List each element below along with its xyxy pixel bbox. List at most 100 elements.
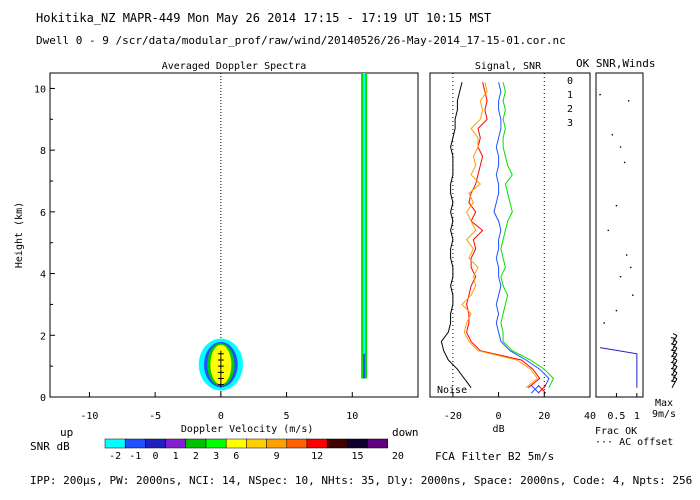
colorbar-swatch-2 (145, 438, 166, 449)
colorbar-label-4: 2 (193, 451, 199, 462)
frac-dot-4 (623, 161, 626, 164)
colorbar-label-1: -1 (129, 451, 141, 462)
colorbar-label-9: 15 (351, 451, 363, 462)
wind-barb-3 (670, 357, 678, 370)
colorbar-label-8: 12 (311, 451, 323, 462)
frac-dot-0 (599, 93, 601, 96)
snr-xlabel: dB (493, 424, 505, 435)
snr-series-0 (466, 82, 541, 389)
snr-series-Noise (440, 82, 472, 388)
peak-mark-1 (217, 375, 224, 382)
spectra-xtick-label-0: 0 (218, 411, 224, 422)
spectra-ytick-label-10: 10 (34, 84, 46, 95)
wind-barb-5 (670, 345, 678, 358)
spectra-ytick-label-6: 6 (40, 208, 46, 219)
colorbar-swatch-11 (326, 438, 348, 449)
spectra-title: Averaged Doppler Spectra (162, 61, 307, 72)
spectra-ylabel: Height (km) (14, 202, 25, 268)
wind-barb-2 (670, 363, 678, 376)
peak-mark-0 (217, 381, 224, 388)
snr-panel-title: Signal, SNR (475, 61, 542, 72)
colorbar-label-10: 20 (392, 451, 404, 462)
frac-dot-12 (603, 322, 605, 324)
frac-dot-1 (627, 99, 630, 102)
spectra-ytick-label-4: 4 (40, 270, 46, 281)
spectra-xtick-label--5: -5 (149, 411, 161, 422)
colorbar-swatch-8 (266, 438, 288, 449)
colorbar-swatch-10 (306, 438, 328, 449)
spectra-strip-core (363, 73, 366, 379)
snr-legend-1: 1 (567, 90, 573, 101)
snr-xtick-label-0: 0 (496, 411, 502, 422)
label-up: up (60, 426, 74, 439)
colorbar-label-5: 3 (213, 451, 219, 462)
colorbar-label-0: -2 (109, 451, 121, 462)
colorbar-swatch-7 (246, 438, 267, 449)
snr-legend-0: 0 (567, 76, 573, 87)
spectra-xlabel: Doppler Velocity (m/s) (181, 424, 313, 435)
colorbar-swatch-1 (124, 438, 146, 449)
label-down: down (392, 426, 419, 439)
snr-xtick-label--20: -20 (444, 411, 462, 422)
filter-label: FCA Filter B2 5m/s (435, 450, 555, 463)
snr-legend-3: 3 (567, 118, 573, 129)
page-title: Hokitika_NZ MAPR-449 Mon May 26 2014 17:… (36, 11, 492, 25)
winds-panel-title: OK SNR,Winds (576, 57, 656, 70)
colorbar-swatch-6 (225, 438, 247, 449)
max-speed-label: 9m/s (652, 409, 677, 420)
colorbar-label-6: 6 (233, 451, 239, 462)
wind-barb-0 (670, 376, 678, 388)
snr-x-marker-1 (530, 384, 540, 394)
colorbar-swatch-3 (165, 438, 187, 449)
spectra-xtick-label-5: 5 (284, 411, 290, 422)
wind-barb-6 (670, 339, 678, 351)
snr-series-3 (493, 82, 550, 388)
snr-frame (429, 72, 591, 398)
colorbar-label-2: 0 (152, 451, 158, 462)
frac-dot-7 (625, 254, 628, 256)
noise-label: Noise (437, 385, 468, 396)
snr-legend-2: 2 (567, 104, 573, 115)
spectra-frame (49, 72, 419, 398)
max-label: Max (655, 398, 674, 409)
wind-barb-7 (670, 333, 678, 345)
winds-frame (595, 72, 644, 398)
snr-series-2 (500, 82, 555, 388)
frac-dot-8 (629, 266, 632, 269)
frac-dot-6 (607, 229, 610, 232)
frac-dot-9 (619, 275, 622, 278)
snr-x-marker-0 (537, 384, 547, 394)
frac-ok-line (600, 347, 638, 388)
colorbar-swatch-4 (185, 438, 207, 449)
colorbar-label-7: 9 (274, 451, 280, 462)
colorbar-swatch-13 (367, 438, 389, 449)
peak-mark-3 (217, 363, 224, 370)
snr-xtick-label-40: 40 (584, 411, 596, 422)
snr-db-label: SNR dB (30, 440, 70, 453)
colorbar-swatch-0 (104, 438, 126, 449)
spectra-strip-low (363, 353, 366, 379)
spectra-ytick-label-2: 2 (40, 331, 46, 342)
winds-xtick-label-0: 0.5 (607, 411, 625, 422)
peak-mark-5 (217, 350, 224, 357)
frac-dot-11 (615, 309, 618, 312)
ac-offset-label: ··· AC offset (595, 437, 674, 448)
spectra-xtick-label-10: 10 (346, 411, 358, 422)
dwell-file-path: Dwell 0 - 9 /scr/data/modular_prof/raw/w… (36, 34, 566, 47)
frac-dot-2 (611, 133, 614, 136)
spectra-ytick-label-0: 0 (40, 393, 46, 404)
colorbar-swatch-5 (205, 438, 227, 449)
spectra-xtick-label--10: -10 (80, 411, 98, 422)
peak-mark-4 (217, 356, 224, 363)
frac-dot-5 (615, 204, 618, 207)
colorbar-swatch-9 (286, 438, 308, 449)
frac-dot-3 (619, 146, 622, 148)
wind-barb-4 (670, 351, 678, 364)
ac-offset-dots: ··· (595, 437, 620, 448)
frac-dot-10 (631, 294, 634, 296)
radar-parameters: IPP: 200µs, PW: 2000ns, NCI: 14, NSpec: … (30, 474, 693, 487)
snr-xtick-label-20: 20 (538, 411, 550, 422)
peak-mark-2 (217, 369, 224, 376)
colorbar-label-3: 1 (173, 451, 179, 462)
